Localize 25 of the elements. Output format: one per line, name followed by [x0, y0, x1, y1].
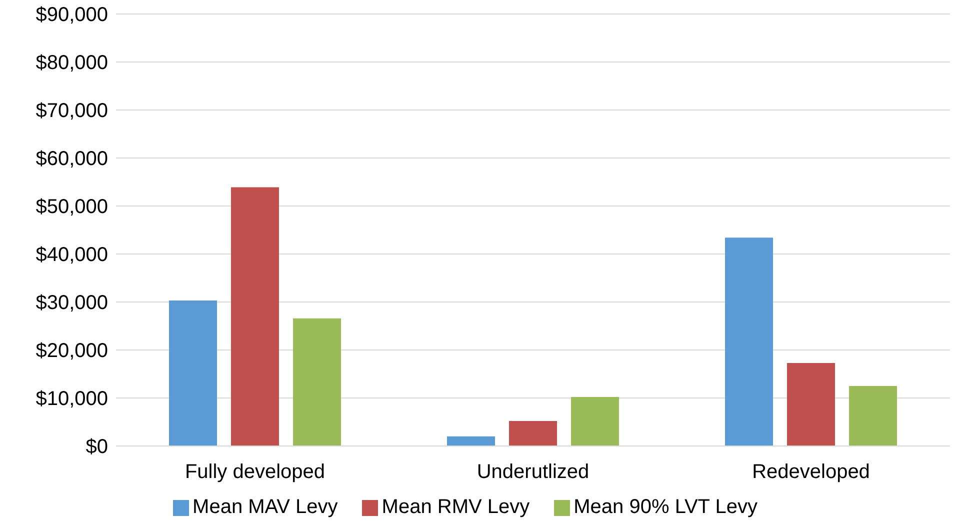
- y-tick-label: $70,000: [36, 100, 108, 122]
- y-tick-label: $90,000: [36, 4, 108, 26]
- y-tick-label: $20,000: [36, 340, 108, 362]
- bar: [849, 386, 897, 446]
- y-tick-label: $50,000: [36, 196, 108, 218]
- legend-label: Mean MAV Levy: [192, 496, 338, 518]
- y-tick-label: $80,000: [36, 52, 108, 74]
- y-tick-label: $0: [86, 436, 108, 458]
- bar: [293, 318, 341, 446]
- bar: [169, 300, 217, 446]
- bar: [725, 238, 773, 446]
- x-tick-label: Underutlized: [476, 461, 590, 484]
- legend-label: Mean 90% LVT Levy: [574, 496, 758, 518]
- y-tick-label: $60,000: [36, 148, 108, 170]
- bar: [231, 187, 279, 446]
- x-tick-label: Redeveloped: [752, 461, 870, 484]
- bar: [509, 421, 557, 446]
- y-tick-label: $10,000: [36, 388, 108, 410]
- bar: [787, 362, 835, 446]
- bar: [447, 436, 495, 446]
- bar: [571, 397, 619, 446]
- legend-label: Mean RMV Levy: [382, 496, 530, 518]
- y-tick-label: $40,000: [36, 244, 108, 266]
- y-tick-label: $30,000: [36, 292, 108, 314]
- x-tick-label: Fully developed: [184, 461, 326, 484]
